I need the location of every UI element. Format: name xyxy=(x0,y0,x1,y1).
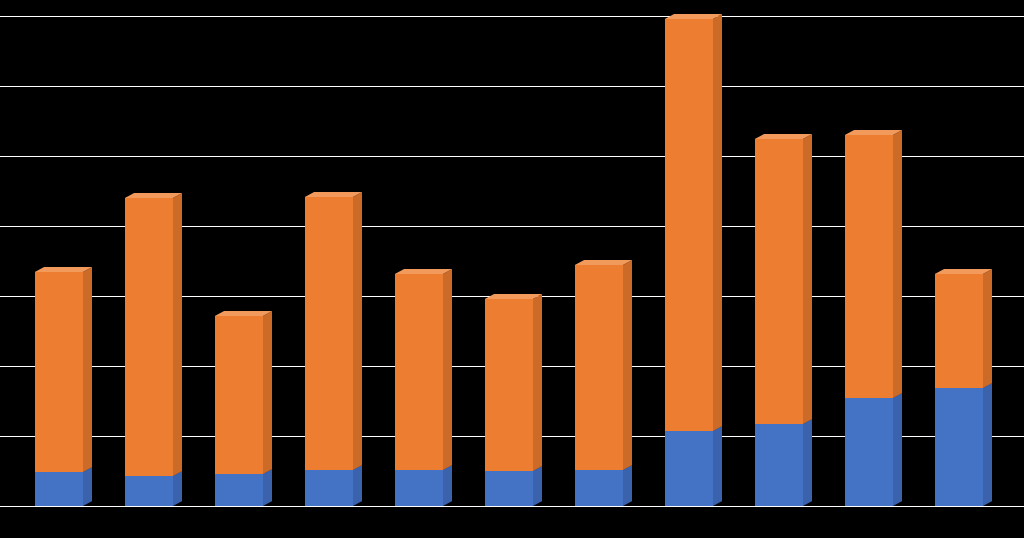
bar-segment-upper-sideface xyxy=(353,192,362,470)
bar-stack xyxy=(35,272,83,506)
bar-segment-lower-sideface xyxy=(173,471,182,506)
bar-segment-upper-sideface xyxy=(263,311,272,474)
bar-stack xyxy=(665,19,713,506)
bar-segment-lower-sideface xyxy=(983,383,992,506)
bar-stack xyxy=(755,139,803,506)
bar-segment-lower xyxy=(305,470,353,506)
bar-segment-lower-sideface xyxy=(623,465,632,506)
bar-segment-upper xyxy=(755,139,803,424)
bar-segment-lower-sideface xyxy=(443,465,452,506)
bar-segment-upper-sideface xyxy=(83,267,92,472)
bar-segment-upper-sideface xyxy=(623,260,632,470)
bar-segment-lower xyxy=(935,388,983,506)
bar-segment-upper xyxy=(395,274,443,470)
bar-segment-lower xyxy=(575,470,623,506)
gridline xyxy=(0,86,1024,87)
bar-segment-lower xyxy=(485,471,533,506)
bar-segment-upper-sideface xyxy=(443,269,452,470)
bar-segment-upper xyxy=(305,197,353,470)
bar-segment-lower-sideface xyxy=(533,466,542,506)
bar-segment-upper xyxy=(665,19,713,431)
stacked-bar-chart xyxy=(0,0,1024,538)
bar-segment-lower xyxy=(35,472,83,506)
bar-segment-upper xyxy=(35,272,83,472)
gridline xyxy=(0,506,1024,507)
bar-segment-upper-sideface xyxy=(983,269,992,388)
bar-segment-upper-sideface xyxy=(713,14,722,431)
bar-stack xyxy=(845,135,893,506)
bar-stack xyxy=(215,316,263,506)
bar-segment-upper xyxy=(575,265,623,470)
bar-segment-lower xyxy=(665,431,713,506)
bar-segment-upper xyxy=(935,274,983,388)
bar-segment-lower xyxy=(755,424,803,506)
bar-stack xyxy=(575,265,623,506)
bar-stack xyxy=(125,198,173,506)
bar-segment-upper xyxy=(485,299,533,471)
bar-segment-upper-sideface xyxy=(893,130,902,398)
bar-segment-upper-sideface xyxy=(533,294,542,471)
bar-segment-upper-sideface xyxy=(803,134,812,424)
bar-segment-lower xyxy=(845,398,893,506)
bar-segment-upper xyxy=(845,135,893,398)
bar-stack xyxy=(395,274,443,506)
bar-segment-lower xyxy=(215,474,263,506)
bar-segment-lower-sideface xyxy=(893,393,902,506)
bar-segment-upper xyxy=(215,316,263,474)
bar-segment-upper xyxy=(125,198,173,476)
bar-segment-lower-sideface xyxy=(263,469,272,506)
bar-stack xyxy=(935,274,983,506)
bar-segment-lower xyxy=(125,476,173,506)
bar-segment-upper-sideface xyxy=(173,193,182,476)
gridline xyxy=(0,16,1024,17)
bar-segment-lower-sideface xyxy=(803,419,812,506)
bar-segment-lower-sideface xyxy=(83,467,92,506)
bar-stack xyxy=(305,197,353,506)
bar-segment-lower-sideface xyxy=(713,426,722,506)
bar-segment-lower xyxy=(395,470,443,506)
bar-segment-lower-sideface xyxy=(353,465,362,506)
bar-stack xyxy=(485,299,533,506)
